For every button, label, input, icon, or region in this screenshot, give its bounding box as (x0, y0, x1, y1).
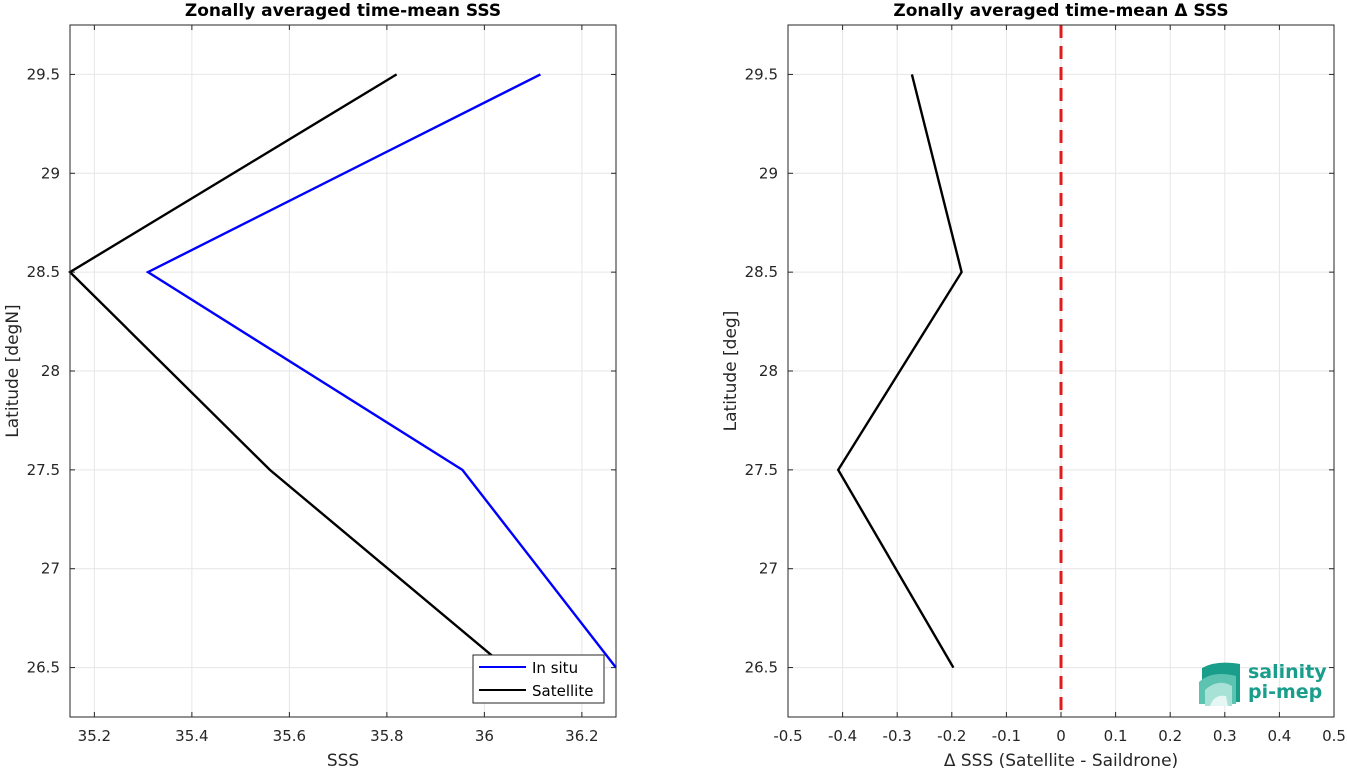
x-tick-label: 36.2 (565, 727, 598, 745)
x-tick-label: -0.4 (828, 727, 857, 745)
y-tick-label: 29.5 (27, 65, 60, 83)
y-axis-label: Latitude [deg] (721, 311, 741, 432)
logo-text-salinity: salinity (1248, 661, 1327, 683)
series-lines (836, 25, 1063, 717)
y-tick-label: 28 (759, 362, 778, 380)
x-tick-label: -0.5 (773, 727, 802, 745)
x-tick-label: 0.1 (1104, 727, 1128, 745)
series-line-in-situ (145, 73, 617, 669)
x-tick-label: 35.6 (273, 727, 306, 745)
x-tick-label: 35.2 (78, 727, 111, 745)
legend-entry-satellite: Satellite (532, 682, 593, 700)
x-tick-label: -0.3 (883, 727, 912, 745)
y-tick-label: 28 (41, 362, 60, 380)
x-tick-label: 0.4 (1267, 727, 1291, 745)
y-tick-labels: 26.5 27 27.5 28 28.5 29 29.5 (27, 65, 60, 676)
x-tick-label: 0.5 (1322, 727, 1346, 745)
chart-title: Zonally averaged time-mean Δ SSS (893, 1, 1228, 21)
axes-frame (69, 24, 617, 718)
x-tick-label: 0.3 (1213, 727, 1237, 745)
y-tick-label: 27.5 (27, 461, 60, 479)
x-tick-labels: -0.5 -0.4 -0.3 -0.2 -0.1 0 0.1 0.2 0.3 0.4 0.5 (773, 727, 1346, 745)
legend-box (472, 654, 605, 704)
x-axis-label: Δ SSS (Satellite - Saildrone) (944, 751, 1178, 769)
delta-sss-panel: -0.5 -0.4 -0.3 -0.2 -0.1 0 0.1 0.2 0.3 0.4 0.5 26.… (721, 1, 1346, 769)
y-tick-label: 29.5 (745, 65, 778, 83)
axes-frame (787, 24, 1335, 718)
series-lines (68, 73, 617, 669)
x-tick-label: 36 (475, 727, 494, 745)
x-tick-label: 0 (1056, 727, 1066, 745)
x-tick-label: -0.1 (992, 727, 1021, 745)
y-tick-label: 27 (759, 560, 778, 578)
logo-text-pi-mep: pi-mep (1248, 681, 1322, 703)
y-tick-label: 28.5 (27, 263, 60, 281)
y-tick-label: 26.5 (27, 659, 60, 677)
x-tick-labels: 35.2 35.4 35.6 35.8 36 36.2 (78, 727, 599, 745)
series-line-satellite (68, 73, 508, 669)
legend-entry-in-situ: In situ (532, 659, 578, 677)
x-tick-label: 0.2 (1158, 727, 1182, 745)
y-tick-label: 29 (759, 164, 778, 182)
grid (70, 25, 616, 717)
y-axis-label: Latitude [degN] (3, 304, 23, 437)
wave-icon (1199, 662, 1240, 706)
legend: In situ Satellite (472, 654, 605, 704)
x-tick-label: -0.2 (937, 727, 966, 745)
y-tick-labels: 26.5 27 27.5 28 28.5 29 29.5 (745, 65, 778, 676)
y-tick-label: 26.5 (745, 659, 778, 677)
x-tick-label: 35.4 (175, 727, 208, 745)
salinity-pi-mep-logo: salinity pi-mep (1199, 661, 1327, 706)
y-tick-label: 28.5 (745, 263, 778, 281)
series-line-0 (836, 74, 963, 669)
chart-title: Zonally averaged time-mean SSS (185, 1, 501, 21)
sss-panel: 35.2 35.4 35.6 35.8 36 36.2 26.52727.52828.52… (3, 1, 617, 769)
x-axis-label: SSS (327, 751, 359, 769)
y-tick-label: 29 (41, 164, 60, 182)
y-tick-label: 27.5 (745, 461, 778, 479)
y-tick-label: 27 (41, 560, 60, 578)
x-tick-label: 35.8 (370, 727, 403, 745)
